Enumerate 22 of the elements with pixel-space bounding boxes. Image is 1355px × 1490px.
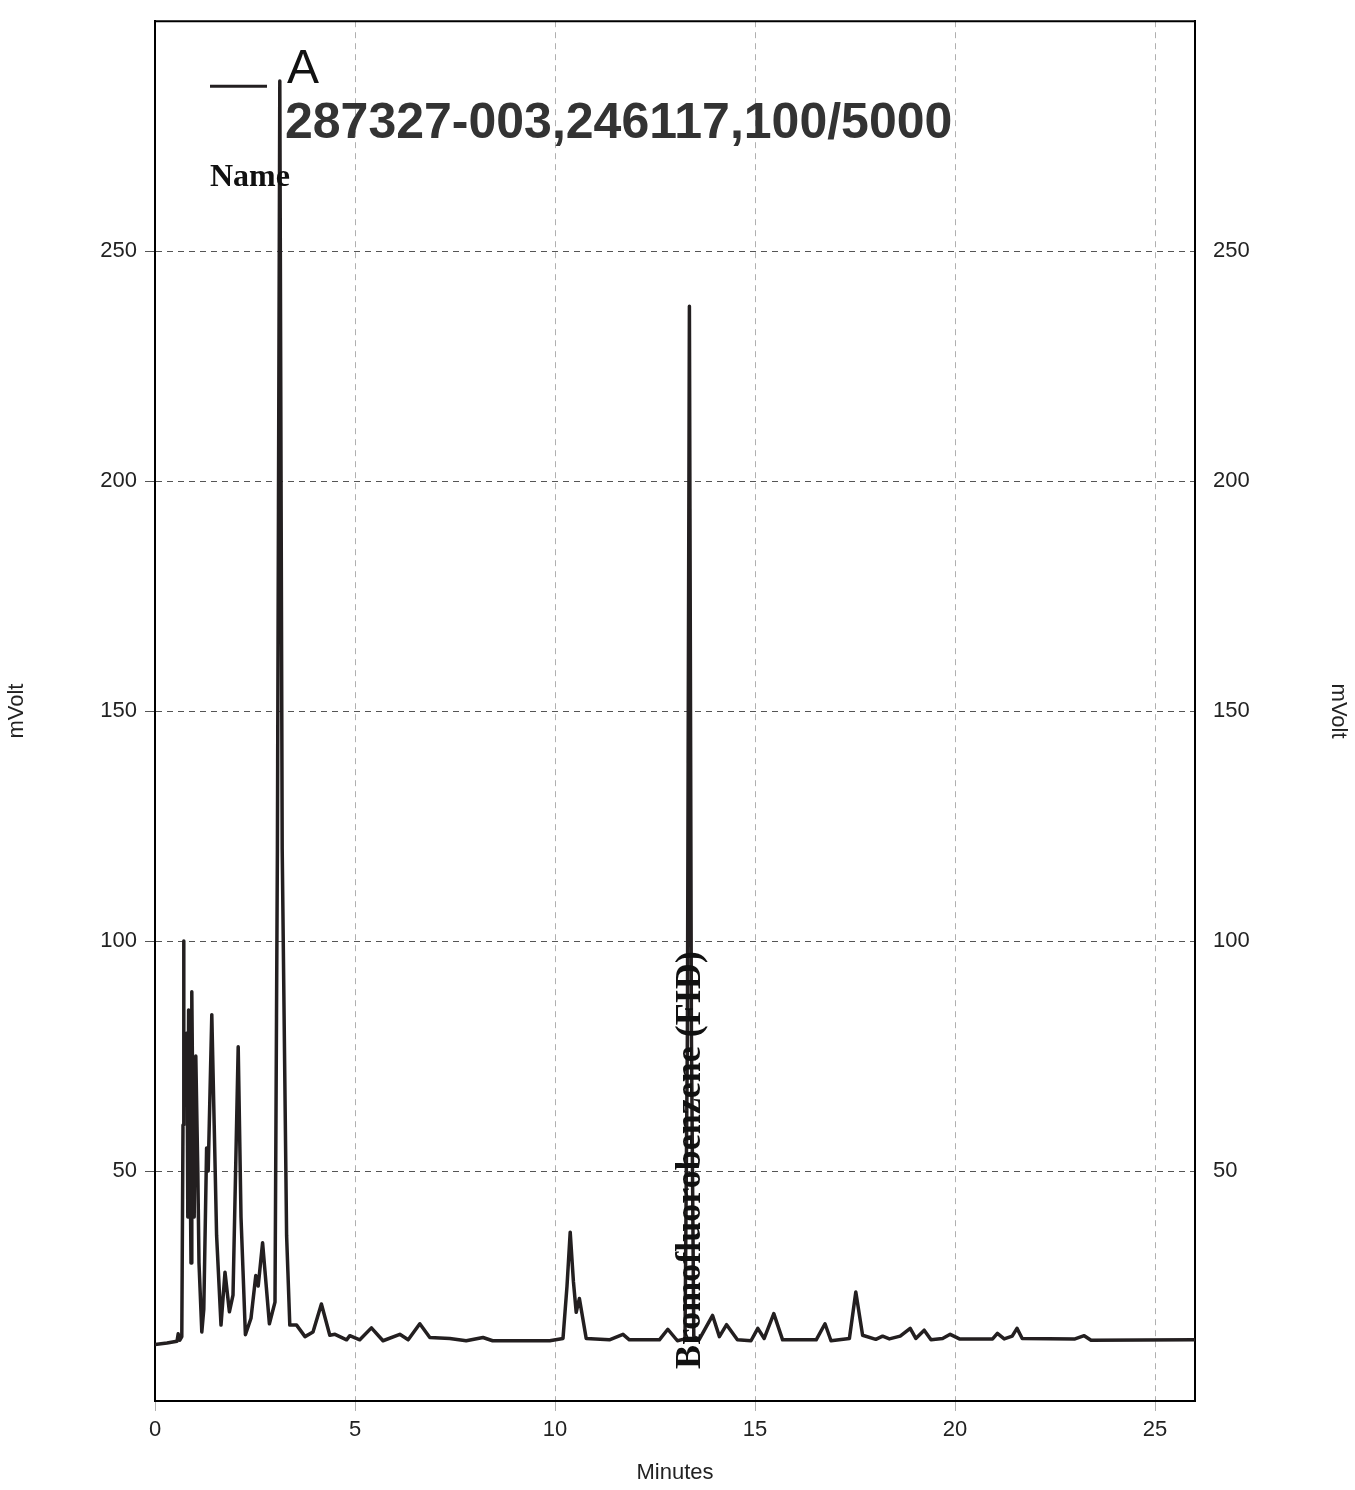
legend-label: A [287, 40, 320, 94]
y2-axis-title: mVolt [1326, 683, 1352, 739]
x-tick-label: 5 [348, 1416, 362, 1442]
y-tick-label: 100 [100, 927, 137, 953]
y2-tick-label: 200 [1213, 467, 1250, 493]
y2-tick-label: 100 [1213, 927, 1250, 953]
text: 287327-003,246117,100/5000 [285, 93, 953, 150]
y-tick-label: 150 [100, 697, 137, 723]
x-tick-label: 0 [148, 1416, 162, 1442]
x-axis-title: Minutes [636, 1458, 714, 1484]
annotation: Bromofluorobenzene (FID) [668, 951, 708, 1369]
y-tick-label: 250 [100, 237, 137, 263]
y2-tick-label: 150 [1213, 697, 1250, 723]
y-tick-label: 200 [100, 467, 137, 493]
x-tick-label: 20 [942, 1416, 968, 1442]
x-tick-label: 10 [542, 1416, 568, 1442]
y2-tick-label: 250 [1213, 237, 1250, 263]
y-axis-title: mVolt [3, 683, 29, 739]
x-tick-label: 15 [742, 1416, 768, 1442]
x-tick-label: 25 [1142, 1416, 1168, 1442]
y-tick-label: 50 [112, 1157, 137, 1183]
y2-tick-label: 50 [1213, 1157, 1238, 1183]
